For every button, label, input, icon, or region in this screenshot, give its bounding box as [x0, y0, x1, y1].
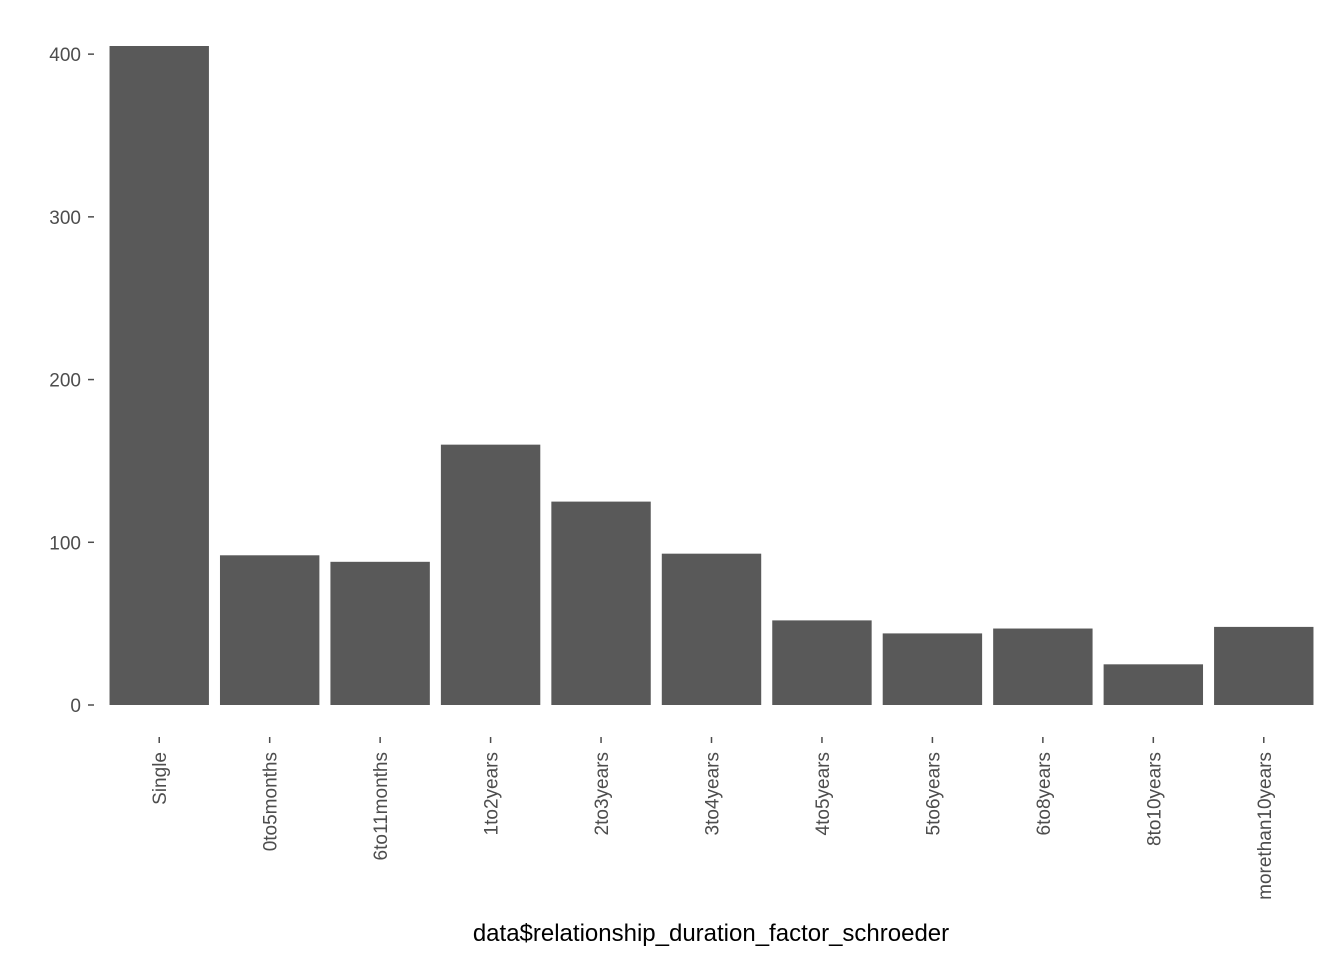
bar-2to3years [551, 501, 651, 705]
x-tick-label: 1to2years [482, 752, 503, 835]
y-tick-label: 100 [49, 533, 81, 554]
x-axis: Single 0to5months 6to11months 1to2years 2to3… [150, 737, 1276, 900]
y-tick-label: 0 [70, 696, 81, 717]
bars [109, 46, 1314, 705]
x-tick-label: 3to4years [703, 752, 724, 835]
x-tick-label: morethan10years [1255, 752, 1276, 900]
x-tick-label: 8to10years [1144, 752, 1165, 846]
bar-5to6years [882, 633, 983, 705]
bar-4to5years [772, 620, 872, 705]
x-tick-label: 2to3years [592, 752, 613, 835]
bar-8to10years [1103, 664, 1204, 705]
y-axis: 0 100 200 300 400 [49, 45, 94, 717]
bar-3to4years [661, 553, 762, 705]
x-tick-label: 4to5years [813, 752, 834, 835]
x-tick-label: 6to8years [1034, 752, 1055, 835]
bar-6to8years [993, 628, 1093, 705]
x-tick-label: Single [150, 752, 171, 805]
bar-1to2years [440, 444, 541, 705]
x-tick-label: 0to5months [261, 752, 282, 851]
bar-0to5months [219, 555, 320, 705]
y-tick-label: 400 [49, 45, 81, 66]
y-tick-label: 300 [49, 208, 81, 229]
bar-Single [109, 46, 209, 705]
y-tick-label: 200 [49, 371, 81, 392]
bar-morethan10years [1214, 626, 1314, 705]
x-axis-title: data$relationship_duration_factor_schroe… [473, 920, 949, 947]
x-tick-label: 5to6years [923, 752, 944, 835]
x-tick-label: 6to11months [371, 752, 392, 860]
bar-6to11months [330, 561, 430, 705]
